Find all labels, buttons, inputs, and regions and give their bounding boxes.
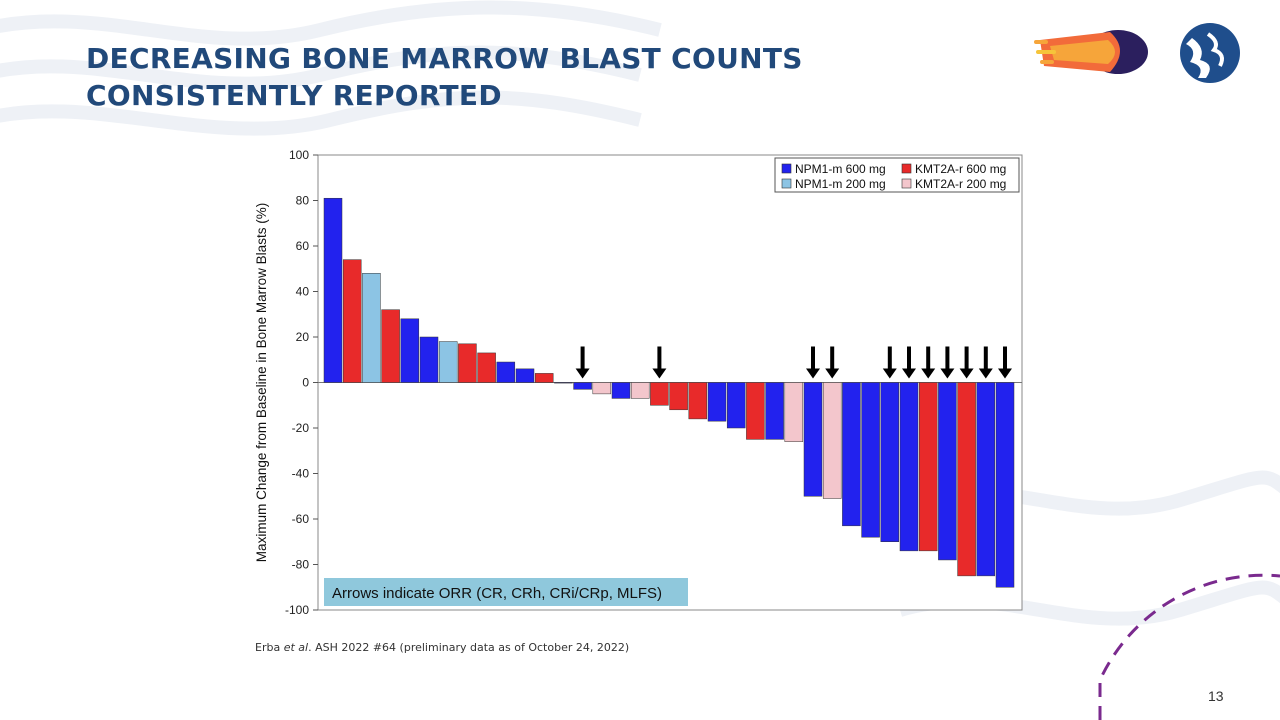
data-bar <box>323 197 343 383</box>
data-bar <box>534 373 554 383</box>
waterfall-chart: 100 80 60 40 20 0 -20 -40 -60 -80 -100 NPM1-m 600 m… <box>254 148 1023 617</box>
slide-title: DECREASING BONE MARROW BLAST COUNTS CONS… <box>86 42 803 112</box>
orr-arrow-icon <box>882 346 897 379</box>
data-bar <box>784 382 804 442</box>
legend-label: KMT2A-r 600 mg <box>915 162 1006 176</box>
legend-swatch <box>901 178 912 189</box>
citation-etal: et al <box>283 641 309 654</box>
annotation-text: Arrows indicate ORR (CR, CRh, CRi/CRp, M… <box>332 585 662 602</box>
legend-swatch <box>781 178 792 189</box>
orr-arrow-icon <box>825 346 840 379</box>
legend-swatch <box>781 163 792 174</box>
y-tick-label: 0 <box>302 376 309 390</box>
data-bar <box>899 382 919 552</box>
data-bar <box>438 341 458 383</box>
data-bar <box>938 382 957 561</box>
y-tick-label: 100 <box>289 148 309 162</box>
y-tick-label: -60 <box>292 512 310 526</box>
data-bar <box>554 382 573 384</box>
data-bar <box>515 368 535 383</box>
orr-arrow-icon <box>959 346 974 379</box>
data-bar <box>611 382 631 399</box>
y-tick-label: 20 <box>296 330 310 344</box>
legend-box <box>774 157 1020 193</box>
legend-label: KMT2A-r 200 mg <box>915 177 1006 191</box>
comet-logo-icon <box>1034 30 1148 74</box>
data-bar <box>573 382 592 390</box>
decorative-dashed-arc <box>1098 573 1280 720</box>
data-bar <box>496 361 516 383</box>
orr-arrow-icon <box>978 346 993 379</box>
data-bar <box>918 382 938 552</box>
orr-arrow-icon <box>575 346 590 379</box>
data-bar <box>458 343 477 383</box>
data-bar <box>362 273 381 383</box>
data-bar <box>746 382 765 440</box>
orr-arrow-icon <box>806 346 820 379</box>
page-number: 13 <box>1208 688 1224 704</box>
data-bar <box>995 382 1015 588</box>
citation-author: Erba <box>255 641 284 654</box>
y-tick-label: 40 <box>296 285 310 299</box>
data-bar <box>861 382 880 538</box>
data-bar <box>822 382 842 499</box>
data-bar <box>765 382 784 440</box>
legend-label: NPM1-m 200 mg <box>795 177 886 191</box>
data-bar <box>707 382 727 422</box>
y-tick-label: -100 <box>285 603 309 617</box>
data-bar <box>976 382 996 577</box>
citation-rest: . ASH 2022 #64 (preliminary data as of O… <box>308 641 630 654</box>
orr-arrow-icon <box>940 346 955 379</box>
data-bar <box>803 382 823 497</box>
data-bar <box>477 352 496 383</box>
annotation-box <box>324 578 688 606</box>
data-bar <box>592 382 612 395</box>
y-tick-label: -20 <box>292 421 310 435</box>
y-axis-label: Maximum Change from Baseline in Bone Mar… <box>254 203 269 562</box>
data-bar <box>842 382 861 527</box>
data-bar <box>880 382 900 542</box>
y-tick-label: -40 <box>292 467 310 481</box>
orr-arrow-icon <box>902 346 916 379</box>
legend-swatch <box>901 163 912 174</box>
data-bar <box>957 382 976 577</box>
y-tick-label: -80 <box>292 558 310 572</box>
data-bar <box>726 382 746 429</box>
y-tick-label: 80 <box>296 194 310 208</box>
data-bar <box>419 336 439 383</box>
y-tick-label: 60 <box>296 239 310 253</box>
data-bar <box>381 309 400 383</box>
data-bar <box>650 382 669 406</box>
data-bar <box>688 382 708 420</box>
organization-logo-icon <box>1180 23 1240 83</box>
data-bar <box>669 382 688 411</box>
orr-arrow-icon <box>921 346 936 379</box>
citation: Erba et al. ASH 2022 #64 (preliminary da… <box>255 641 629 654</box>
orr-arrow-icon <box>998 346 1012 379</box>
data-bar <box>630 382 650 399</box>
data-bar <box>342 259 362 383</box>
logos <box>1034 23 1240 83</box>
legend-label: NPM1-m 600 mg <box>795 162 886 176</box>
data-bar <box>400 318 420 383</box>
orr-arrow-icon <box>652 346 667 379</box>
